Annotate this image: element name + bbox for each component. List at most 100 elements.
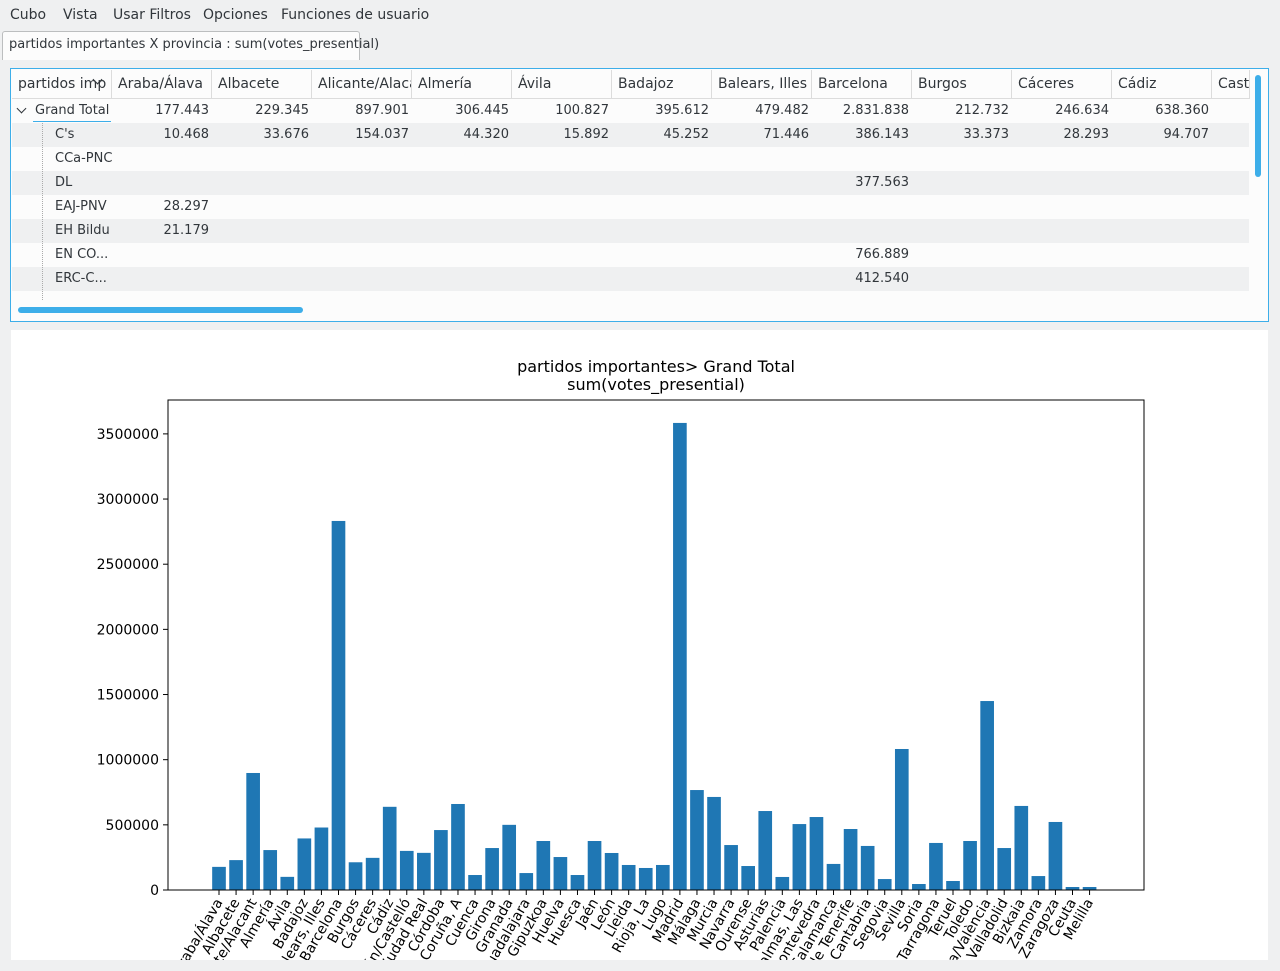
column-header[interactable]: Cádiz [1112, 70, 1212, 99]
bar [1082, 887, 1097, 890]
chart: partidos importantes> Grand Totalsum(vot… [97, 357, 1145, 960]
menu-item[interactable]: Cubo [10, 7, 47, 23]
bar [280, 876, 295, 890]
column-header[interactable]: Almería [412, 70, 512, 99]
column-header[interactable]: Balears, Illes [712, 70, 812, 99]
cell: 100.827 [555, 103, 609, 118]
row-cutoff [12, 291, 1249, 300]
bar [997, 848, 1012, 890]
bar [519, 873, 534, 890]
bar [707, 796, 721, 890]
row-label[interactable]: EN CO... [55, 247, 109, 262]
row-label[interactable]: C's [55, 127, 75, 142]
bar [1065, 887, 1080, 890]
bar [963, 841, 977, 890]
bar [212, 866, 226, 890]
bar [229, 860, 243, 890]
cell: 306.445 [455, 103, 509, 118]
bar [485, 848, 499, 890]
bar [263, 850, 278, 890]
bar [536, 841, 551, 890]
table-row [12, 171, 1249, 195]
column-header[interactable]: Barcelona [812, 70, 912, 99]
bar [690, 790, 704, 890]
column-header[interactable]: Albacete [212, 70, 312, 99]
menu-item[interactable]: Vista [63, 7, 98, 23]
table-row [12, 243, 1249, 267]
bar [724, 845, 738, 890]
menu-item[interactable]: Usar Filtros [113, 7, 191, 23]
cell: 246.634 [1055, 103, 1109, 118]
column-header[interactable]: Ávila [512, 70, 612, 99]
bar [331, 520, 346, 890]
bar [297, 838, 312, 890]
row-label[interactable]: ERC-C... [55, 271, 107, 286]
menu-item[interactable]: Opciones [203, 7, 268, 23]
y-tick-label: 0 [150, 883, 159, 899]
column-header[interactable]: Burgos [912, 70, 1012, 99]
bar [434, 830, 448, 890]
bar [929, 842, 943, 890]
vertical-scrollbar[interactable] [1255, 75, 1261, 177]
bar [502, 824, 517, 890]
cell: 897.901 [355, 103, 409, 118]
cell: 154.037 [355, 127, 409, 142]
cell: 386.143 [855, 127, 909, 142]
table-row [12, 123, 1249, 147]
cell: 45.252 [663, 127, 710, 142]
bar [553, 857, 568, 890]
cell: 766.889 [855, 247, 909, 262]
cell: 44.320 [463, 127, 510, 142]
column-header[interactable]: Cáceres [1012, 70, 1112, 99]
bar [604, 852, 619, 890]
bar [894, 748, 909, 890]
table-row [12, 147, 1249, 171]
bar [741, 866, 755, 890]
column-header[interactable]: Badajoz [612, 70, 712, 99]
menu-item[interactable]: Funciones de usuario [281, 7, 430, 23]
row-label[interactable]: DL [55, 175, 73, 190]
column-header[interactable]: Alicante/Alacai [312, 70, 412, 99]
table-row [12, 219, 1249, 243]
cell: 212.732 [955, 103, 1009, 118]
tab[interactable] [2, 31, 360, 60]
bar [980, 701, 994, 890]
bar [348, 862, 363, 890]
y-tick-label: 2500000 [97, 557, 159, 573]
cell: 94.707 [1163, 127, 1210, 142]
horizontal-scrollbar[interactable] [18, 307, 303, 313]
bar [826, 863, 841, 890]
bar [1048, 821, 1063, 890]
table-row [12, 99, 1249, 123]
tab-label[interactable]: partidos importantes X provincia : sum(v… [9, 37, 380, 52]
bar [843, 829, 858, 890]
bar [860, 845, 875, 890]
bar [792, 824, 807, 890]
column-header[interactable]: Caste [1212, 70, 1250, 99]
bar [1031, 876, 1046, 890]
bar [673, 422, 687, 890]
column-header[interactable]: Araba/Álava [112, 70, 212, 99]
column-header[interactable]: partidos imp [12, 70, 112, 99]
y-tick-label: 1500000 [97, 688, 159, 704]
cell: 33.373 [963, 127, 1010, 142]
cell: 177.443 [155, 103, 209, 118]
y-tick-label: 1000000 [97, 753, 159, 769]
cell: 2.831.838 [842, 103, 909, 118]
bar [655, 864, 670, 890]
row-label[interactable]: EAJ-PNV [55, 199, 107, 214]
table-row [12, 267, 1249, 291]
bar [946, 881, 960, 890]
cell: 33.676 [263, 127, 310, 142]
cell: 71.446 [763, 127, 810, 142]
bar [246, 772, 260, 890]
bar [877, 879, 892, 890]
row-label[interactable]: EH Bildu [55, 223, 110, 238]
tree-line [33, 121, 111, 122]
plot-frame [167, 399, 1145, 891]
row-label[interactable]: Grand Total [35, 103, 110, 118]
bar [417, 852, 431, 890]
row-label[interactable]: CCa-PNC [55, 151, 113, 166]
cell: 395.612 [655, 103, 709, 118]
